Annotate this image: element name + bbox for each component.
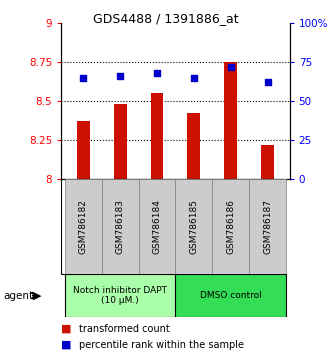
Text: ■: ■ xyxy=(61,340,72,350)
Bar xyxy=(249,179,286,274)
Bar xyxy=(65,179,102,274)
Text: GSM786186: GSM786186 xyxy=(226,199,235,254)
Bar xyxy=(175,179,212,274)
Text: agent: agent xyxy=(3,291,33,301)
Text: transformed count: transformed count xyxy=(79,324,170,334)
Bar xyxy=(212,179,249,274)
Text: GSM786185: GSM786185 xyxy=(189,199,198,254)
Bar xyxy=(261,144,274,179)
Text: GSM786184: GSM786184 xyxy=(153,199,162,254)
Text: DMSO control: DMSO control xyxy=(200,291,261,300)
Point xyxy=(228,64,233,69)
Text: GSM786183: GSM786183 xyxy=(116,199,125,254)
Point xyxy=(265,79,270,85)
Text: ■: ■ xyxy=(61,324,72,334)
Point xyxy=(154,70,160,76)
Text: percentile rank within the sample: percentile rank within the sample xyxy=(79,340,244,350)
Point xyxy=(81,75,86,80)
Point xyxy=(118,73,123,79)
Bar xyxy=(139,179,175,274)
Bar xyxy=(224,62,237,179)
Bar xyxy=(175,274,286,317)
Bar xyxy=(114,104,127,179)
Text: GSM786182: GSM786182 xyxy=(79,199,88,254)
Bar xyxy=(151,93,164,179)
Bar xyxy=(187,113,200,179)
Text: GSM786187: GSM786187 xyxy=(263,199,272,254)
Bar xyxy=(102,179,139,274)
Text: Notch inhibitor DAPT
(10 μM.): Notch inhibitor DAPT (10 μM.) xyxy=(73,286,167,305)
Text: GDS4488 / 1391886_at: GDS4488 / 1391886_at xyxy=(93,12,238,25)
Bar xyxy=(65,274,175,317)
Bar xyxy=(77,121,90,179)
Point xyxy=(191,75,197,80)
Text: ▶: ▶ xyxy=(33,291,42,301)
